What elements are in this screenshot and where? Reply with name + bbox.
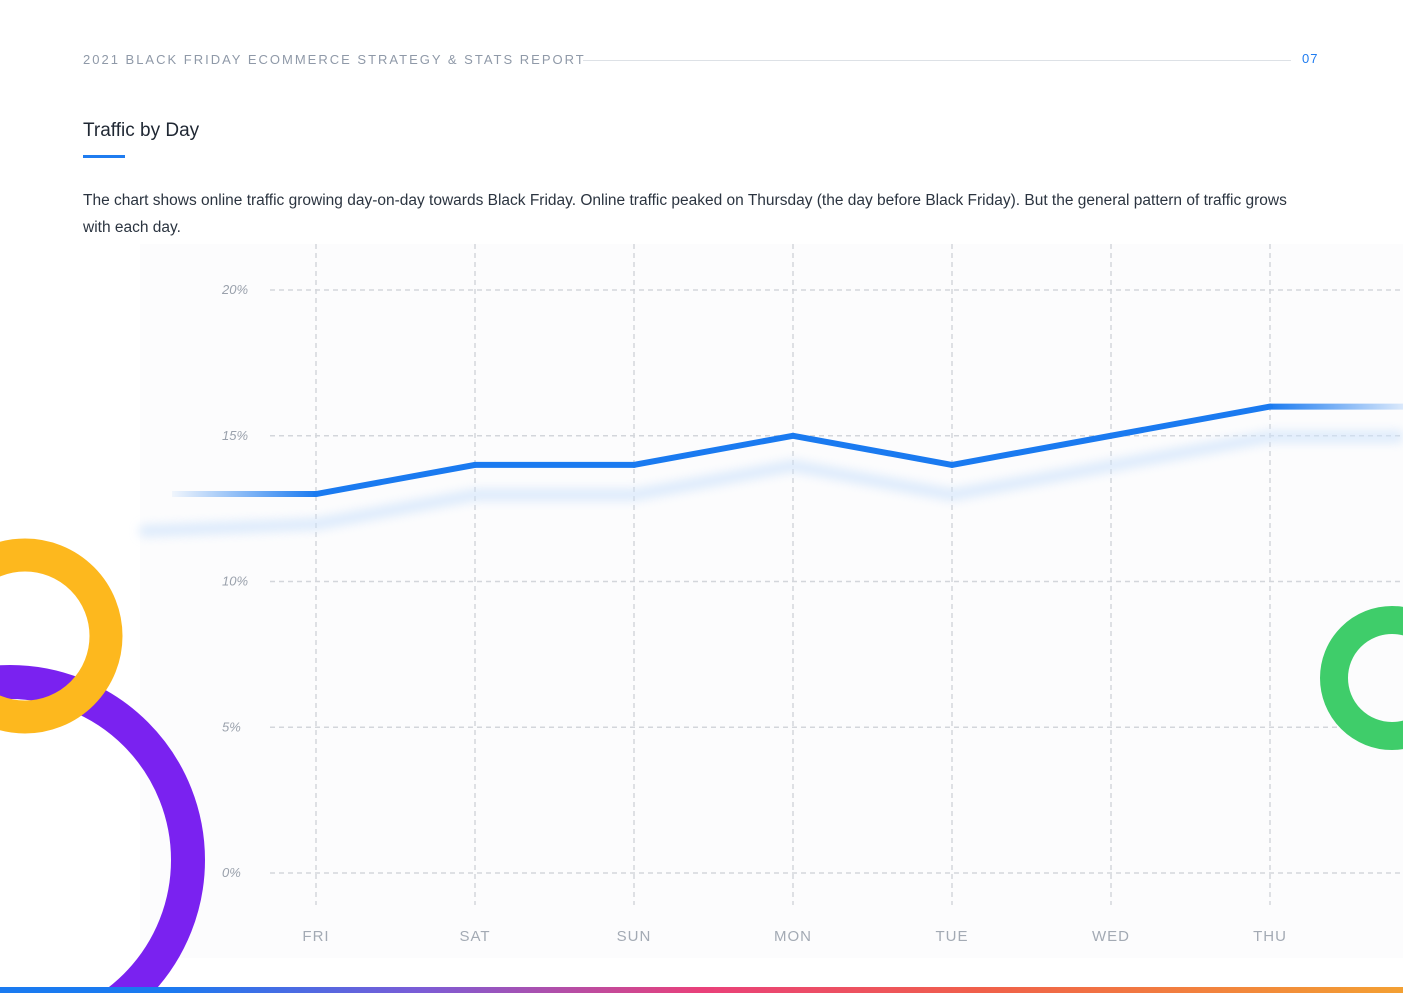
data-point-sat [472,461,478,468]
x-tick-label: SUN [617,928,652,945]
data-point-mon [790,432,796,439]
purple-ring-decoration [0,665,205,993]
page-number: 07 [1302,51,1319,66]
title-underline [83,155,125,158]
y-tick-label: 20% [221,282,248,297]
data-point-fri [313,491,319,498]
x-tick-label: FRI [302,928,329,945]
section-description: The chart shows online traffic growing d… [83,192,1287,236]
data-point-wed [1108,432,1114,439]
x-tick-label: MON [774,928,812,945]
green-ring-decoration [1320,606,1403,750]
section-title: Traffic by Day [83,120,200,141]
y-tick-label: 5% [222,719,241,734]
x-tick-label: THU [1253,928,1287,945]
header-divider [583,60,1291,61]
x-tick-label: WED [1092,928,1130,945]
y-tick-label: 10% [222,574,248,589]
data-point-thu [1267,403,1273,410]
data-point-sun [631,461,637,468]
line-shadow [139,430,1403,538]
x-tick-label: TUE [936,928,969,945]
report-title: 2021 BLACK FRIDAY ECOMMERCE STRATEGY & S… [83,52,586,67]
yellow-ring-decoration [0,538,123,734]
y-tick-label: 0% [222,865,241,880]
x-tick-label: SAT [459,928,490,945]
data-point-tue [949,461,955,468]
chart-plot-background [140,244,1403,958]
bottom-gradient-bar [0,987,1403,993]
y-tick-label: 15% [222,428,248,443]
